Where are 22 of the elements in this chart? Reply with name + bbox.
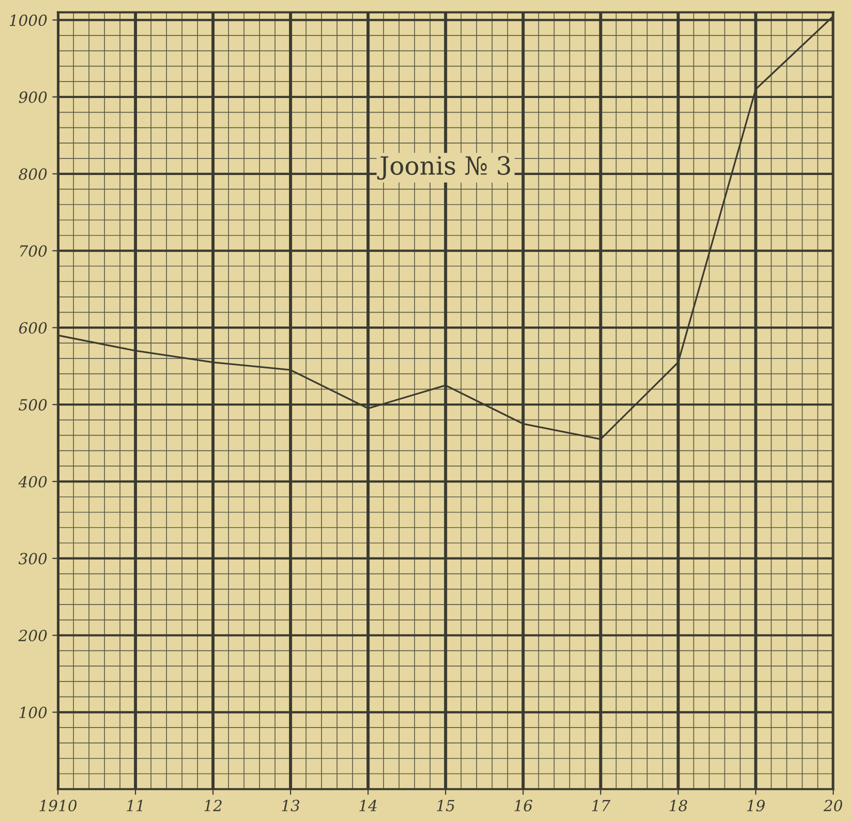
y-tick-label: 500 [18, 399, 47, 411]
y-tick-label: 400 [18, 476, 47, 488]
y-tick-label: 300 [18, 552, 47, 564]
x-tick-label: 1910 [40, 800, 77, 812]
x-tick-label: 20 [823, 800, 842, 812]
x-tick-label: 17 [592, 800, 610, 812]
text: Joonis № 3 [377, 156, 510, 180]
y-tick-label: 1000 [10, 14, 47, 26]
y-tick-label: 900 [18, 91, 47, 103]
y-tick-label: 200 [18, 630, 47, 642]
x-tick-label: 19 [747, 800, 765, 812]
x-tick-label: 16 [514, 800, 532, 812]
x-tick-label: 18 [670, 800, 688, 812]
x-tick-label: 12 [204, 800, 222, 812]
x-tick-label: 13 [282, 800, 300, 812]
y-tick-label: 600 [19, 322, 47, 334]
x-tick-label: 11 [126, 800, 142, 812]
x-tick-label: 15 [436, 800, 454, 812]
y-tick-label: 700 [20, 245, 47, 257]
y-tick-label: 800 [18, 168, 47, 180]
y-tick-label: 100 [19, 706, 47, 718]
x-tick-label: 14 [359, 800, 377, 812]
